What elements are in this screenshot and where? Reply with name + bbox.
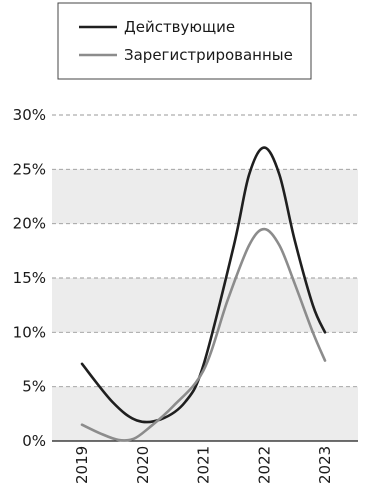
y-tick-label: 25% bbox=[13, 160, 46, 178]
gridlines bbox=[52, 114, 358, 388]
x-tick-label: 2019 bbox=[73, 446, 91, 484]
x-tick-label: 2022 bbox=[255, 446, 273, 484]
legend: Действующие Зарегистрированные bbox=[57, 2, 312, 80]
y-tick-label: 5% bbox=[22, 378, 46, 396]
x-axis-ticks: 2019 2020 2021 2022 2023 bbox=[73, 446, 334, 484]
y-tick-label: 0% bbox=[22, 432, 46, 450]
y-tick-label: 30% bbox=[13, 106, 46, 124]
legend-box bbox=[57, 2, 312, 80]
series-lines bbox=[80, 146, 327, 442]
series-line-2 bbox=[80, 227, 327, 442]
x-tick-label: 2021 bbox=[195, 446, 213, 484]
y-tick-label: 20% bbox=[13, 215, 46, 233]
x-tick-label: 2023 bbox=[316, 446, 334, 484]
x-tick-label: 2020 bbox=[134, 446, 152, 484]
y-axis-ticks: 0% 5% 10% 15% 20% 25% 30% bbox=[13, 106, 46, 450]
band-0 bbox=[52, 386, 358, 441]
y-tick-label: 10% bbox=[13, 323, 46, 341]
y-tick-label: 15% bbox=[13, 269, 46, 287]
series-line-1 bbox=[80, 146, 327, 424]
band-4 bbox=[52, 169, 358, 224]
legend-label-series-2: Зарегистрированные bbox=[124, 46, 293, 64]
legend-label-series-1: Действующие bbox=[124, 18, 235, 36]
